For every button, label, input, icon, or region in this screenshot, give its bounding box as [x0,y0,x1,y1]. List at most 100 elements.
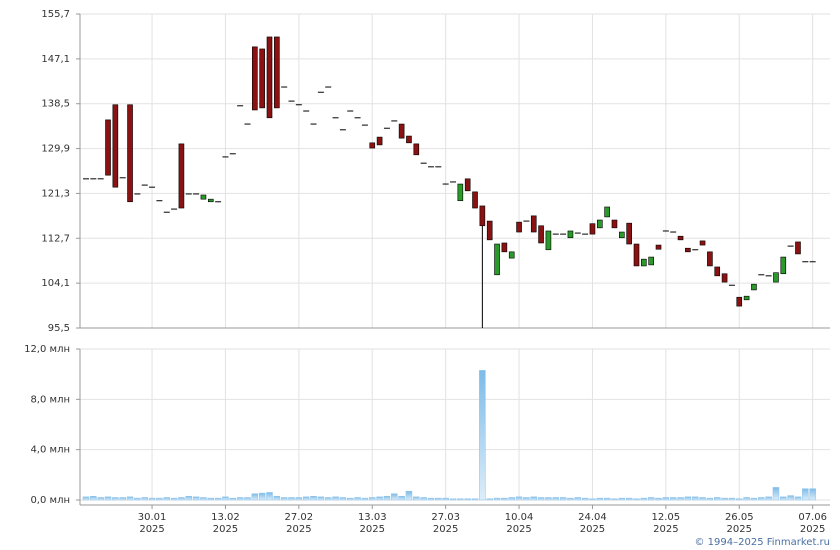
x-tick-label: 13.03 [358,512,387,523]
volume-bar [493,497,501,501]
y-tick-label: 147,1 [41,54,70,65]
volume-bar [126,496,134,501]
volume-bar [280,497,288,501]
volume-bar [310,495,317,501]
x-tick-label: 26.05 [725,512,754,523]
volume-bar [677,497,684,501]
x-tick-year: 2025 [286,524,311,535]
volume-bar [765,496,772,501]
volume-bar [721,497,728,501]
candle-body [207,198,214,203]
candle-body [641,258,647,267]
volume-bar [317,496,325,501]
volume-bar [552,497,560,501]
volume-bar [405,490,413,501]
volume-bar [156,497,163,501]
candle-body [472,191,478,209]
candle-body [780,256,787,275]
volume-bar [633,498,640,501]
volume-bar [435,497,442,501]
candle-body [266,36,273,119]
volume-bar [361,497,369,501]
volume-bar [655,497,662,501]
candle-body [773,272,779,283]
candle-body [633,243,640,267]
volume-bar [515,496,523,501]
volume-bar [354,497,361,501]
volume-bar [222,496,229,501]
candle-body [648,256,654,266]
x-tick-year: 2025 [653,524,678,535]
volume-bar [669,497,677,501]
x-tick-year: 2025 [433,524,458,535]
volume-bar [148,497,156,501]
volume-bar [589,498,596,501]
volume-bar [332,496,339,501]
volume-bar [229,497,237,501]
volume-bar [266,492,273,501]
volume-bar [134,497,141,501]
volume-bar [244,497,251,501]
candle-body [516,221,522,233]
volume-bar [736,498,743,501]
volume-bar [170,497,178,501]
volume-bar [479,370,486,501]
candle-body [567,230,574,239]
x-tick-label: 07.06 [798,512,827,523]
candle-body [611,219,618,229]
candle-body [178,143,185,209]
candle-body [457,183,464,202]
x-tick-year: 2025 [139,524,164,535]
candle-body [406,135,412,144]
volume-bar [376,496,383,501]
y-tick-label: 104,1 [41,278,70,289]
x-tick-label: 27.02 [285,512,314,523]
volume-bar [207,497,215,501]
volume-bar [192,496,200,501]
volume-bar [596,497,604,501]
volume-bar [251,493,259,501]
x-tick-label: 24.04 [578,512,607,523]
volume-bar [383,495,391,501]
volume-bar [449,498,457,501]
y-tick-label: 112,7 [41,233,70,244]
volume-bar [112,497,119,501]
x-tick-label: 30.01 [138,512,167,523]
volume-bar [545,497,552,501]
candle-body [677,235,684,241]
x-tick-year: 2025 [506,524,531,535]
volume-bar [185,495,193,501]
volume-bar [647,497,655,501]
volume-bar [559,497,567,501]
candle-body [494,243,500,276]
volume-bar [809,488,816,501]
volume-bar [324,497,332,501]
volume-bar [713,497,721,501]
y-tick-label: 121,3 [41,188,70,199]
x-tick-label: 13.02 [211,512,240,523]
x-tick-year: 2025 [580,524,605,535]
candle-body [369,142,376,149]
volume-bar [611,498,618,501]
volume-bar [691,496,699,501]
y-tick-label: 12,0 млн [24,344,70,355]
candle-body [538,225,544,244]
y-tick-label: 95,5 [48,323,70,334]
volume-bar [288,497,295,501]
volume-bar [471,498,479,501]
candle-body [795,241,801,255]
volume-bar [273,495,281,501]
volume-bar [603,497,611,501]
volume-bar [119,497,126,501]
volume-bar [339,497,347,501]
x-tick-year: 2025 [727,524,752,535]
volume-bar [802,488,809,501]
candle-body [626,222,632,245]
candle-body [721,273,728,283]
volume-bar [163,497,170,501]
x-tick-label: 27.03 [431,512,460,523]
volume-bar [758,497,765,501]
candle-body [596,219,603,229]
y-tick-label: 8,0 млн [30,394,70,405]
candle-body [714,266,721,277]
